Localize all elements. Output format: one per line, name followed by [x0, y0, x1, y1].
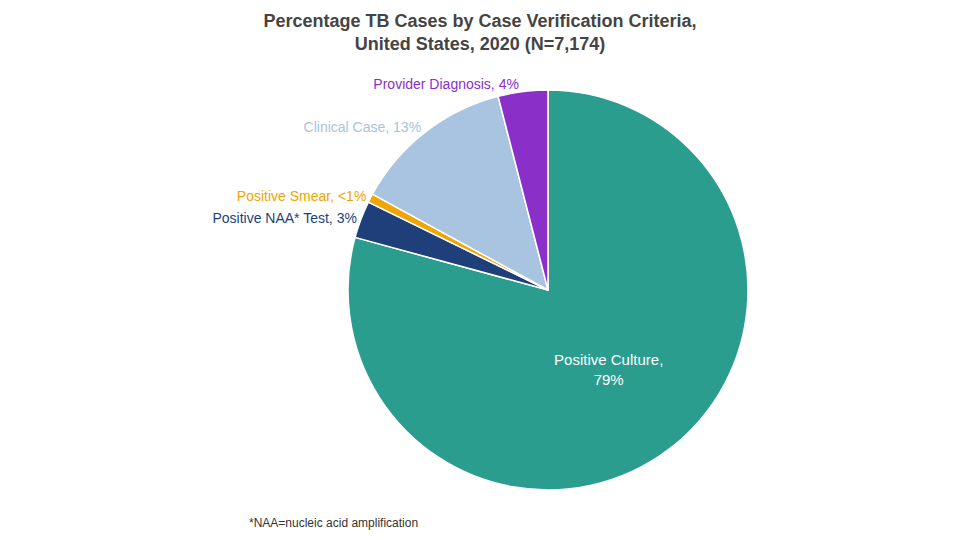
- svg-text:Provider Diagnosis, 4%: Provider Diagnosis, 4%: [373, 76, 519, 92]
- svg-text:Positive Culture,79%: Positive Culture,79%: [554, 351, 663, 388]
- svg-text:Positive Smear, <1%: Positive Smear, <1%: [237, 188, 367, 204]
- svg-text:*NAA=nucleic acid amplificatio: *NAA=nucleic acid amplification: [249, 516, 418, 530]
- svg-text:Percentage TB Cases by Case Ve: Percentage TB Cases by Case Verification…: [263, 11, 696, 54]
- svg-text:Clinical Case, 13%: Clinical Case, 13%: [304, 119, 422, 135]
- svg-text:Positive NAA* Test, 3%: Positive NAA* Test, 3%: [212, 210, 356, 226]
